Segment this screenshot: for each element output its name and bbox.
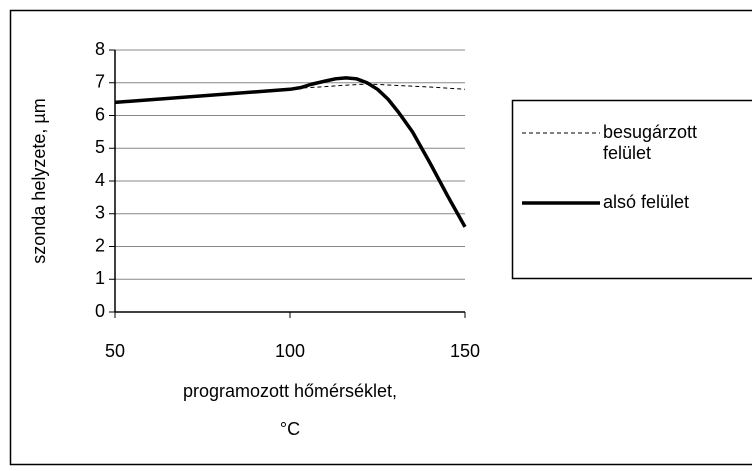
legend-label: besugárzott felület	[603, 122, 698, 163]
y-tick-label: 8	[95, 39, 105, 59]
y-axis-label: szonda helyzete, µm	[29, 98, 49, 263]
y-tick-label: 6	[95, 104, 105, 124]
legend-box	[511, 99, 752, 280]
x-axis-label: °C	[280, 419, 300, 439]
y-tick-label: 1	[95, 268, 105, 288]
x-tick-label: 100	[275, 341, 305, 361]
legend-label: alsó felület	[603, 192, 690, 212]
y-tick-label: 7	[95, 72, 105, 92]
y-tick-label: 5	[95, 137, 105, 157]
line-series	[114, 76, 467, 228]
y-tick-label: 4	[95, 170, 105, 190]
y-tick-label: 3	[95, 203, 105, 223]
x-tick-label: 50	[105, 341, 125, 361]
y-tick-label: 2	[95, 235, 105, 255]
x-tick-label: 150	[450, 341, 480, 361]
x-axis-label: programozott hőmérséklet,	[183, 381, 397, 401]
y-tick-label: 0	[95, 301, 105, 321]
chart-border	[9, 9, 752, 466]
